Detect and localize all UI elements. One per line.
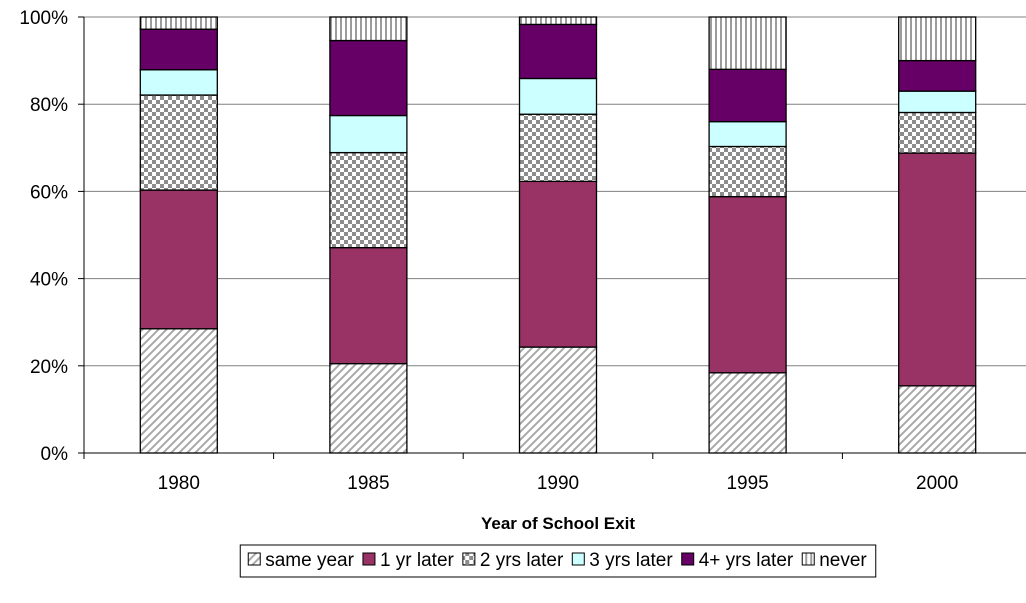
bar-segment [329, 114, 408, 154]
bar-segment [898, 385, 977, 454]
y-tick-label: 60% [30, 182, 68, 203]
legend-box [239, 544, 877, 578]
x-tick-label: 1985 [347, 473, 389, 494]
legend-label: 4+ yrs later [699, 550, 794, 571]
legend-swatch [681, 552, 695, 566]
bar-segment [898, 152, 977, 387]
legend-swatch [801, 552, 815, 566]
bar-segment [518, 113, 598, 183]
bar-segment [329, 151, 408, 249]
y-tick-label: 0% [41, 444, 69, 465]
bar-segment [518, 23, 598, 80]
y-tick-label: 80% [30, 95, 68, 116]
bar-segment [139, 189, 218, 330]
bar-segment [139, 16, 218, 30]
bar-segment [329, 39, 408, 117]
y-tick-label: 100% [19, 8, 68, 29]
x-tick-label: 1980 [158, 473, 200, 494]
x-tick-label: 1990 [537, 473, 579, 494]
legend-label: 3 yrs later [589, 550, 673, 571]
bar-segment [139, 328, 218, 454]
y-tick-label: 20% [30, 357, 68, 378]
legend-swatch [571, 552, 585, 566]
legend-label: 2 yrs later [480, 550, 564, 571]
bar-segment [898, 59, 977, 92]
bar-segment [708, 68, 787, 123]
bar-segment [708, 372, 787, 454]
y-tick-label: 40% [30, 270, 68, 291]
legend-label: same year [265, 550, 354, 571]
bar-segment [708, 120, 787, 148]
bar-segment [518, 180, 598, 348]
bar-segment [139, 69, 218, 96]
plot-area [139, 16, 977, 454]
legend: same year 1 yr later 2 yrs later 3 yrs late… [239, 544, 877, 578]
bar-segment [898, 90, 977, 114]
bar-segment [139, 28, 218, 71]
legend-swatch [362, 552, 376, 566]
legend-label: 1 yr later [380, 550, 455, 571]
y-axis: 0% 20% 40% 60% 80% 100% [19, 8, 85, 465]
bar-segment [708, 145, 787, 198]
x-tick-label: 2000 [916, 473, 958, 494]
bar-segment [518, 346, 598, 454]
x-tick-label: 1995 [726, 473, 768, 494]
bar-segment [518, 16, 598, 26]
bar-segment [898, 111, 977, 154]
x-axis-title: Year of School Exit [481, 514, 635, 533]
bar-segment [139, 94, 218, 191]
legend-swatch [462, 552, 476, 566]
bar-segment [329, 246, 408, 365]
bar-segment [898, 16, 977, 62]
bar-segment [329, 362, 408, 454]
bar-segment [329, 16, 408, 42]
legend-swatch [247, 552, 261, 566]
x-axis: 1980 1985 1990 1995 2000 [83, 452, 1026, 494]
legend-label: never [819, 550, 867, 571]
bar-segment [518, 77, 598, 115]
bar-segment [708, 195, 787, 374]
bar-segment [708, 16, 787, 70]
